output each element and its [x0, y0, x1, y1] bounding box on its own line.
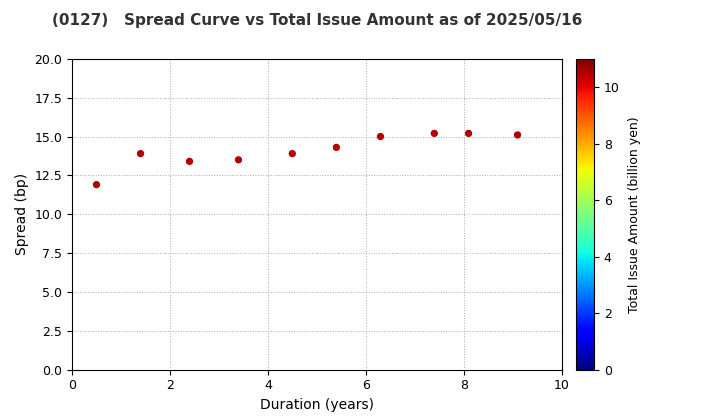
- Point: [135, 150, 146, 157]
- Point: [233, 156, 244, 163]
- Y-axis label: Spread (bp): Spread (bp): [15, 173, 29, 255]
- Point: [184, 158, 195, 165]
- Y-axis label: Total Issue Amount (billion yen): Total Issue Amount (billion yen): [628, 116, 641, 312]
- Point: [512, 131, 523, 138]
- X-axis label: Duration (years): Duration (years): [260, 398, 374, 412]
- Point: [91, 181, 102, 188]
- Point: [428, 130, 440, 137]
- Point: [287, 150, 298, 157]
- Point: [374, 133, 386, 140]
- Point: [330, 144, 342, 151]
- Text: (0127)   Spread Curve vs Total Issue Amount as of 2025/05/16: (0127) Spread Curve vs Total Issue Amoun…: [52, 13, 582, 28]
- Point: [463, 130, 474, 137]
